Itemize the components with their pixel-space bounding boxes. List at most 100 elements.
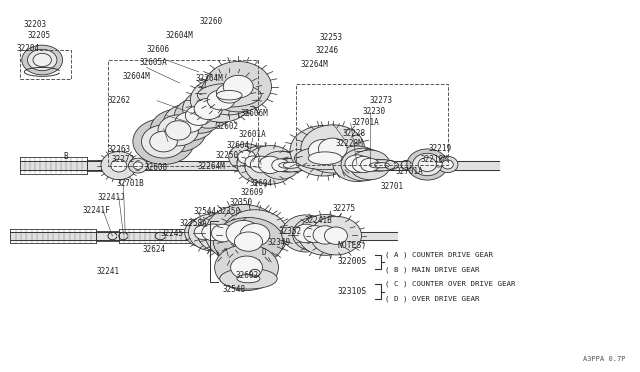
Ellipse shape (214, 244, 278, 291)
Ellipse shape (272, 159, 289, 171)
Ellipse shape (186, 106, 212, 125)
Ellipse shape (202, 224, 223, 241)
Text: 32218M: 32218M (421, 155, 449, 164)
Text: 32219: 32219 (429, 144, 452, 153)
Text: 32273: 32273 (370, 96, 393, 105)
Ellipse shape (111, 159, 127, 172)
Text: 32609: 32609 (240, 188, 263, 197)
Text: 32602: 32602 (236, 271, 259, 280)
Ellipse shape (237, 275, 260, 283)
Ellipse shape (197, 214, 248, 253)
Text: 32228: 32228 (342, 129, 365, 138)
Bar (296, 84, 449, 164)
Ellipse shape (413, 153, 442, 176)
Ellipse shape (205, 61, 271, 112)
Ellipse shape (304, 226, 326, 243)
Ellipse shape (352, 156, 374, 173)
Text: ( D ) OVER DRIVE GEAR: ( D ) OVER DRIVE GEAR (385, 296, 479, 302)
Text: 32604M: 32604M (122, 72, 150, 81)
Ellipse shape (298, 215, 352, 255)
Text: 32241J: 32241J (98, 193, 125, 202)
Ellipse shape (141, 125, 186, 158)
Text: B: B (63, 152, 68, 161)
Text: 32701: 32701 (381, 182, 404, 191)
Text: 32241: 32241 (97, 267, 120, 276)
Bar (20, 49, 71, 78)
Ellipse shape (211, 224, 234, 242)
Ellipse shape (427, 160, 450, 169)
Text: 32701B: 32701B (117, 179, 145, 187)
Ellipse shape (282, 215, 330, 252)
Ellipse shape (360, 158, 379, 171)
Text: 32604: 32604 (250, 179, 273, 187)
Text: 32310S: 32310S (338, 287, 367, 296)
Ellipse shape (184, 218, 223, 247)
Ellipse shape (194, 225, 213, 240)
Text: 32245: 32245 (161, 229, 184, 238)
Ellipse shape (150, 131, 177, 152)
Text: 32604: 32604 (227, 141, 250, 150)
Ellipse shape (319, 138, 347, 160)
Text: 32548: 32548 (223, 285, 246, 294)
Ellipse shape (237, 150, 269, 174)
Ellipse shape (308, 152, 342, 164)
Text: 32349: 32349 (268, 238, 291, 247)
Ellipse shape (129, 158, 148, 173)
Text: 32272: 32272 (112, 155, 135, 164)
Ellipse shape (164, 104, 214, 141)
Text: 32624: 32624 (143, 245, 166, 254)
Ellipse shape (197, 83, 261, 107)
Ellipse shape (230, 256, 262, 279)
Ellipse shape (133, 162, 143, 169)
Text: 32608: 32608 (145, 163, 168, 172)
Ellipse shape (213, 218, 284, 266)
Ellipse shape (279, 162, 295, 168)
Ellipse shape (175, 112, 203, 132)
Text: 32605A: 32605A (140, 58, 168, 67)
Ellipse shape (221, 210, 288, 260)
Ellipse shape (349, 150, 390, 180)
Text: 32246: 32246 (316, 46, 339, 55)
Text: 32203: 32203 (23, 20, 46, 29)
Ellipse shape (407, 149, 448, 180)
Ellipse shape (324, 227, 348, 244)
Ellipse shape (237, 146, 285, 183)
Ellipse shape (158, 115, 198, 146)
Ellipse shape (418, 157, 436, 171)
Text: 32602: 32602 (215, 122, 238, 131)
Ellipse shape (28, 49, 57, 71)
Ellipse shape (273, 158, 309, 172)
Text: ( B ) MAIN DRIVE GEAR: ( B ) MAIN DRIVE GEAR (385, 266, 479, 273)
Ellipse shape (150, 109, 206, 152)
Bar (108, 60, 258, 166)
Ellipse shape (228, 144, 264, 170)
Ellipse shape (360, 159, 396, 171)
Ellipse shape (188, 214, 237, 251)
Ellipse shape (313, 226, 337, 244)
Ellipse shape (308, 140, 338, 162)
Ellipse shape (290, 126, 356, 176)
Ellipse shape (194, 98, 222, 119)
Ellipse shape (369, 163, 385, 168)
Text: 32200S: 32200S (338, 257, 367, 266)
Text: 32701A: 32701A (352, 119, 380, 128)
Text: 32241F: 32241F (83, 206, 110, 215)
Text: NOTES): NOTES) (338, 241, 367, 250)
Ellipse shape (190, 78, 252, 122)
Ellipse shape (200, 72, 258, 115)
Text: 32262: 32262 (108, 96, 131, 105)
Ellipse shape (345, 155, 369, 173)
Ellipse shape (174, 98, 223, 134)
Ellipse shape (333, 146, 381, 182)
Ellipse shape (292, 217, 337, 251)
Text: 32350: 32350 (229, 198, 252, 207)
Ellipse shape (374, 163, 389, 168)
Ellipse shape (284, 162, 300, 168)
Ellipse shape (432, 162, 444, 167)
Text: ( C ) COUNTER OVER DRIVE GEAR: ( C ) COUNTER OVER DRIVE GEAR (385, 281, 516, 288)
Ellipse shape (245, 156, 261, 168)
Text: ( A ) COUNTER DRIVE GEAR: ( A ) COUNTER DRIVE GEAR (385, 251, 493, 258)
Text: 32263: 32263 (108, 145, 131, 154)
Ellipse shape (259, 156, 282, 174)
Text: 32230: 32230 (362, 108, 385, 116)
